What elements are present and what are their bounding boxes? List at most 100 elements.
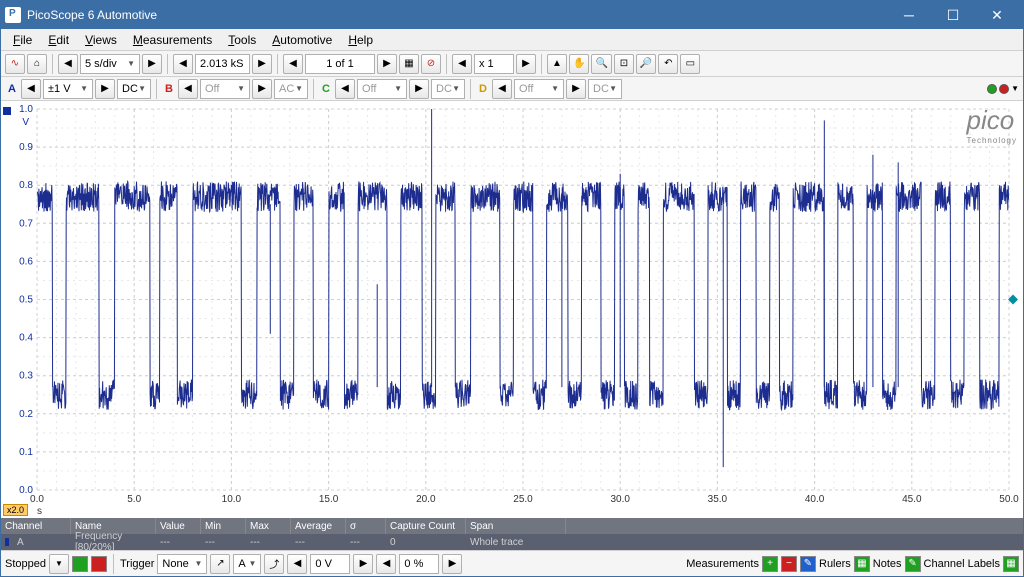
table-cell: ---: [346, 534, 386, 550]
trigger-mode-select[interactable]: None▼: [157, 554, 207, 574]
table-cell: Whole trace: [466, 534, 566, 550]
channel-d-range-prev[interactable]: ◀: [492, 79, 512, 99]
table-cell: 0: [386, 534, 466, 550]
stop-button[interactable]: [91, 556, 107, 572]
buffer-next-button[interactable]: ▶: [377, 54, 397, 74]
timebase-select[interactable]: 5 s/div▼: [80, 54, 140, 74]
rulers-icon[interactable]: ▦: [854, 556, 870, 572]
trigger-pct-prev[interactable]: ◀: [376, 554, 396, 574]
marquee-icon[interactable]: ▭: [680, 54, 700, 74]
trigger-slope-icon[interactable]: ⤴: [264, 554, 284, 574]
status-channel-labels-label: Channel Labels: [924, 558, 1000, 570]
channel-c-label: C: [319, 80, 333, 98]
channel-d-range[interactable]: Off▼: [514, 79, 564, 99]
zoom-area-icon[interactable]: ⊡: [614, 54, 634, 74]
scope-state: Stopped: [5, 558, 46, 570]
status-indicators: ▼: [987, 84, 1019, 94]
channel-c-coupling[interactable]: DC▼: [431, 79, 465, 99]
trigger-level-prev[interactable]: ◀: [287, 554, 307, 574]
measurement-table-header: ChannelNameValueMinMaxAverageσCapture Co…: [1, 518, 1023, 534]
menu-automotive[interactable]: Automotive: [264, 31, 340, 49]
pico-logo: picoTechnology: [967, 105, 1017, 145]
svg-text:40.0: 40.0: [805, 494, 825, 505]
table-cell: Frequency [80/20%]: [71, 534, 156, 550]
status-bar: Stopped ▼ Trigger None▼ ↗ A▼ ⤴ ◀ 0 V ▶ ◀…: [1, 550, 1023, 576]
channel-d-label: D: [476, 80, 490, 98]
trigger-pct[interactable]: 0 %: [399, 554, 439, 574]
trigger-pct-next[interactable]: ▶: [442, 554, 462, 574]
channel-d-range-next[interactable]: ▶: [566, 79, 586, 99]
timebase-next-button[interactable]: ▶: [142, 54, 162, 74]
waveform-icon[interactable]: ∿: [5, 54, 25, 74]
trigger-level[interactable]: 0 V: [310, 554, 350, 574]
home-icon[interactable]: ⌂: [27, 54, 47, 74]
zoom-out-icon[interactable]: 🔎: [636, 54, 656, 74]
hand-icon[interactable]: ✋: [569, 54, 589, 74]
zoom-prev-button[interactable]: ◀: [452, 54, 472, 74]
scope-view[interactable]: picoTechnology x2.0 0.05.010.015.020.025…: [1, 101, 1023, 518]
buffer-prev-button[interactable]: ◀: [283, 54, 303, 74]
menu-bar: File Edit Views Measurements Tools Autom…: [1, 29, 1023, 51]
channel-a-range[interactable]: ±1 V▼: [43, 79, 93, 99]
measurement-table-row: AFrequency [80/20%]---------------0Whole…: [1, 534, 1023, 550]
svg-text:0.1: 0.1: [19, 447, 33, 458]
maximize-button[interactable]: ☐: [931, 1, 975, 29]
buffer-close-icon[interactable]: ⊘: [421, 54, 441, 74]
channel-a-range-prev[interactable]: ◀: [21, 79, 41, 99]
measurements-edit-icon[interactable]: ✎: [800, 556, 816, 572]
channel-c-range[interactable]: Off▼: [357, 79, 407, 99]
undo-zoom-icon[interactable]: ↶: [658, 54, 678, 74]
channel-a-coupling[interactable]: DC▼: [117, 79, 151, 99]
menu-help[interactable]: Help: [340, 31, 381, 49]
menu-file[interactable]: File: [5, 31, 40, 49]
channel-b-range-next[interactable]: ▶: [252, 79, 272, 99]
channel-c-range-prev[interactable]: ◀: [335, 79, 355, 99]
samples-prev-button[interactable]: ◀: [173, 54, 193, 74]
channel-c-range-next[interactable]: ▶: [409, 79, 429, 99]
notes-icon[interactable]: ✎: [905, 556, 921, 572]
table-header-cell: Value: [156, 518, 201, 534]
trigger-edge-icon[interactable]: ↗: [210, 554, 230, 574]
zoom-next-button[interactable]: ▶: [516, 54, 536, 74]
channel-b-coupling[interactable]: AC▼: [274, 79, 308, 99]
pointer-icon[interactable]: ▲: [547, 54, 567, 74]
svg-text:0.2: 0.2: [19, 409, 33, 420]
buffer-list-icon[interactable]: ▦: [399, 54, 419, 74]
samples-next-button[interactable]: ▶: [252, 54, 272, 74]
menu-tools[interactable]: Tools: [220, 31, 264, 49]
channel-labels-icon[interactable]: ▦: [1003, 556, 1019, 572]
zoom-in-icon[interactable]: 🔍: [591, 54, 611, 74]
channel-b-range[interactable]: Off▼: [200, 79, 250, 99]
channel-b-range-prev[interactable]: ◀: [178, 79, 198, 99]
measurements-add-icon[interactable]: +: [762, 556, 778, 572]
svg-text:45.0: 45.0: [902, 494, 922, 505]
svg-text:0.8: 0.8: [19, 180, 33, 191]
table-cell: ---: [201, 534, 246, 550]
minimize-button[interactable]: ─: [887, 1, 931, 29]
table-header-cell: Average: [291, 518, 346, 534]
svg-text:35.0: 35.0: [708, 494, 728, 505]
menu-measurements[interactable]: Measurements: [125, 31, 220, 49]
measurements-remove-icon[interactable]: −: [781, 556, 797, 572]
menu-edit[interactable]: Edit: [40, 31, 77, 49]
channel-toolbar: A ◀ ±1 V▼ ▶ DC▼ B ◀ Off▼ ▶ AC▼ C ◀ Off▼ …: [1, 77, 1023, 101]
window-title: PicoScope 6 Automotive: [27, 8, 887, 22]
buffer-display[interactable]: 1 of 1: [305, 54, 375, 74]
indicator-green: [987, 84, 997, 94]
timebase-prev-button[interactable]: ◀: [58, 54, 78, 74]
go-button[interactable]: [72, 556, 88, 572]
channel-a-range-next[interactable]: ▶: [95, 79, 115, 99]
channel-d-coupling[interactable]: DC▼: [588, 79, 622, 99]
trigger-level-next[interactable]: ▶: [353, 554, 373, 574]
zoom-select[interactable]: x 1: [474, 54, 514, 74]
svg-text:5.0: 5.0: [127, 494, 141, 505]
trigger-channel-select[interactable]: A▼: [233, 554, 261, 574]
svg-text:15.0: 15.0: [319, 494, 339, 505]
table-header-cell: Span: [466, 518, 566, 534]
state-dropdown[interactable]: ▼: [49, 554, 69, 574]
svg-text:50.0: 50.0: [999, 494, 1019, 505]
samples-select[interactable]: 2.013 kS: [195, 54, 250, 74]
menu-views[interactable]: Views: [77, 31, 125, 49]
close-button[interactable]: ✕: [975, 1, 1019, 29]
svg-text:30.0: 30.0: [610, 494, 630, 505]
